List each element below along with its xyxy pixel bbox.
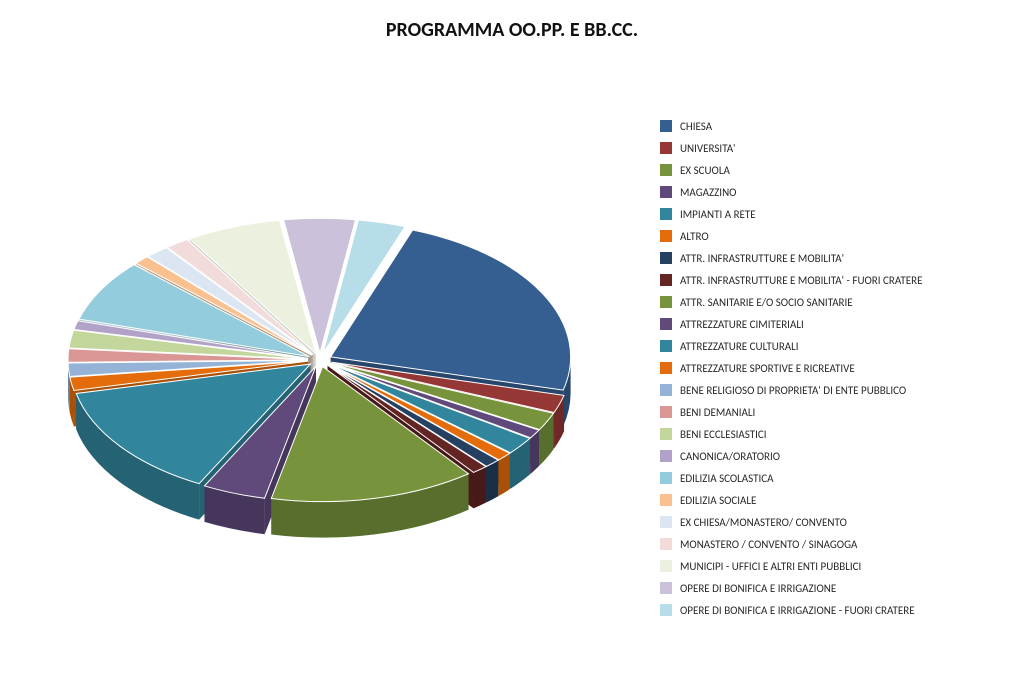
legend-item: BENI DEMANIALI — [660, 406, 1010, 418]
legend-swatch — [660, 252, 672, 264]
legend-swatch — [660, 362, 672, 374]
legend-swatch — [660, 340, 672, 352]
legend-label: EX CHIESA/MONASTERO/ CONVENTO — [680, 517, 847, 528]
legend-label: ALTRO — [680, 231, 709, 242]
legend-label: MAGAZZINO — [680, 187, 736, 198]
legend-label: UNIVERSITA' — [680, 143, 736, 154]
legend-label: MONASTERO / CONVENTO / SINAGOGA — [680, 539, 857, 550]
legend-swatch — [660, 472, 672, 484]
legend-swatch — [660, 582, 672, 594]
legend-item: MONASTERO / CONVENTO / SINAGOGA — [660, 538, 1010, 550]
legend-item: ATTREZZATURE SPORTIVE E RICREATIVE — [660, 362, 1010, 374]
legend-label: MUNICIPI - UFFICI E ALTRI ENTI PUBBLICI — [680, 561, 861, 572]
legend-swatch — [660, 318, 672, 330]
legend-item: CHIESA — [660, 120, 1010, 132]
legend-swatch — [660, 494, 672, 506]
legend-swatch — [660, 164, 672, 176]
legend-label: EX SCUOLA — [680, 165, 730, 176]
legend-label: BENI ECCLESIASTICI — [680, 429, 767, 440]
legend-label: EDILIZIA SOCIALE — [680, 495, 756, 506]
legend-swatch — [660, 516, 672, 528]
legend-swatch — [660, 120, 672, 132]
legend-item: CANONICA/ORATORIO — [660, 450, 1010, 462]
legend-swatch — [660, 384, 672, 396]
legend-item: ATTR. INFRASTRUTTURE E MOBILITA' — [660, 252, 1010, 264]
legend-swatch — [660, 274, 672, 286]
legend-item: ATTREZZATURE CULTURALI — [660, 340, 1010, 352]
legend-label: OPERE DI BONIFICA E IRRIGAZIONE — [680, 583, 836, 594]
legend-item: ALTRO — [660, 230, 1010, 242]
legend-label: ATTREZZATURE SPORTIVE E RICREATIVE — [680, 363, 855, 374]
legend-item: ATTR. SANITARIE E/O SOCIO SANITARIE — [660, 296, 1010, 308]
legend-swatch — [660, 230, 672, 242]
legend-label: BENE RELIGIOSO DI PROPRIETA' DI ENTE PUB… — [680, 385, 906, 396]
legend-label: ATTR. INFRASTRUTTURE E MOBILITA' — [680, 253, 844, 264]
chart-title: PROGRAMMA OO.PP. E BB.CC. — [0, 18, 1024, 42]
legend-item: ATTR. INFRASTRUTTURE E MOBILITA' - FUORI… — [660, 274, 1010, 286]
legend-label: IMPIANTI A RETE — [680, 209, 756, 220]
legend-item: UNIVERSITA' — [660, 142, 1010, 154]
legend-item: IMPIANTI A RETE — [660, 208, 1010, 220]
legend-swatch — [660, 142, 672, 154]
legend-item: MAGAZZINO — [660, 186, 1010, 198]
legend-swatch — [660, 406, 672, 418]
legend-swatch — [660, 428, 672, 440]
pie-chart — [20, 110, 620, 630]
legend-swatch — [660, 208, 672, 220]
legend-swatch — [660, 186, 672, 198]
legend-label: OPERE DI BONIFICA E IRRIGAZIONE - FUORI … — [680, 605, 915, 616]
legend-item: EX SCUOLA — [660, 164, 1010, 176]
legend-label: ATTREZZATURE CULTURALI — [680, 341, 799, 352]
legend-label: ATTR. SANITARIE E/O SOCIO SANITARIE — [680, 297, 853, 308]
legend-swatch — [660, 604, 672, 616]
legend-swatch — [660, 450, 672, 462]
legend-item: OPERE DI BONIFICA E IRRIGAZIONE - FUORI … — [660, 604, 1010, 616]
legend-item: BENE RELIGIOSO DI PROPRIETA' DI ENTE PUB… — [660, 384, 1010, 396]
legend-swatch — [660, 296, 672, 308]
legend-label: EDILIZIA SCOLASTICA — [680, 473, 774, 484]
legend-item: MUNICIPI - UFFICI E ALTRI ENTI PUBBLICI — [660, 560, 1010, 572]
legend-item: EX CHIESA/MONASTERO/ CONVENTO — [660, 516, 1010, 528]
legend-label: BENI DEMANIALI — [680, 407, 755, 418]
legend-item: EDILIZIA SCOLASTICA — [660, 472, 1010, 484]
legend: CHIESA UNIVERSITA' EX SCUOLA MAGAZZINO IMPIA… — [660, 120, 1010, 626]
legend-label: CHIESA — [680, 121, 712, 132]
legend-label: CANONICA/ORATORIO — [680, 451, 780, 462]
legend-swatch — [660, 560, 672, 572]
legend-item: EDILIZIA SOCIALE — [660, 494, 1010, 506]
legend-label: ATTR. INFRASTRUTTURE E MOBILITA' - FUORI… — [680, 275, 922, 286]
legend-item: ATTREZZATURE CIMITERIALI — [660, 318, 1010, 330]
legend-item: BENI ECCLESIASTICI — [660, 428, 1010, 440]
legend-swatch — [660, 538, 672, 550]
legend-item: OPERE DI BONIFICA E IRRIGAZIONE — [660, 582, 1010, 594]
legend-label: ATTREZZATURE CIMITERIALI — [680, 319, 804, 330]
